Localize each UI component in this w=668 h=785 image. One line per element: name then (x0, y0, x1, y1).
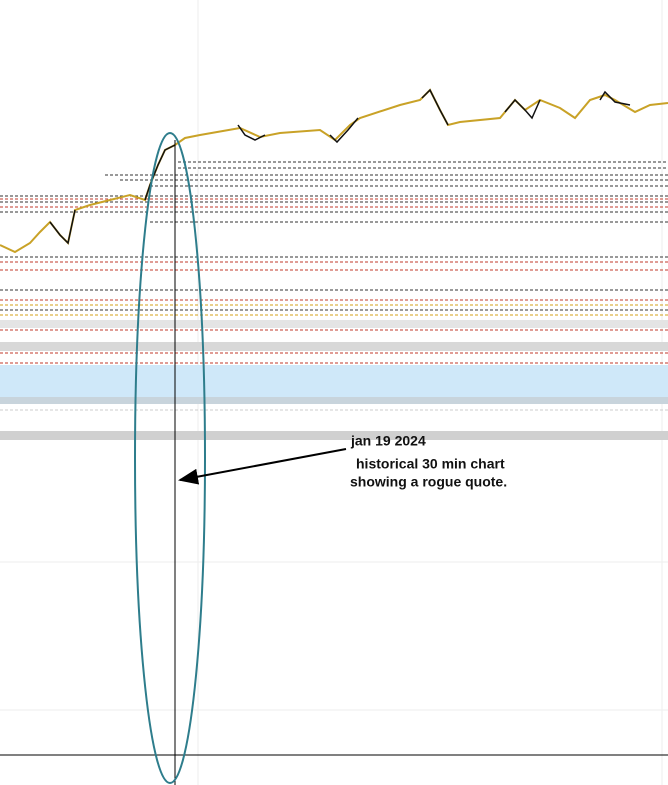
level-lines (0, 161, 668, 411)
highlight-ellipse (134, 132, 206, 784)
price-segment (49, 209, 76, 245)
price-segment (237, 124, 266, 141)
highlight-band (0, 320, 668, 328)
highlight-band (0, 431, 668, 440)
annotation-arrow (178, 448, 347, 485)
price-segment (504, 98, 541, 120)
highlight-band (0, 342, 668, 351)
annotation-date: jan 19 2024 (350, 433, 426, 449)
price-segment (329, 117, 359, 144)
price-segment (421, 88, 449, 126)
price-segment (599, 90, 631, 106)
highlight-band (0, 397, 668, 404)
annotation-text: historical 30 min chart (356, 456, 505, 472)
price-bars-highlight (49, 88, 631, 245)
annotation-text: showing a rogue quote. (350, 474, 507, 490)
highlight-band (0, 365, 668, 397)
price-segment (144, 144, 176, 201)
